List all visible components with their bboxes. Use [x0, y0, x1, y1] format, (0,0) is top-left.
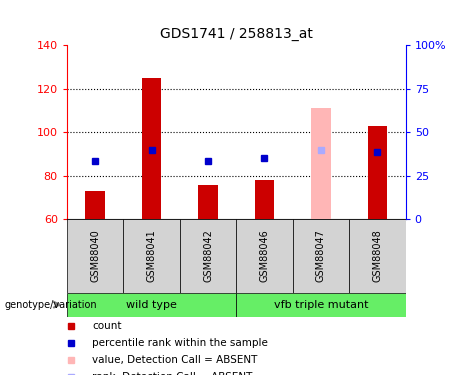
Bar: [349, 219, 406, 292]
Text: percentile rank within the sample: percentile rank within the sample: [92, 338, 268, 348]
Text: vfb triple mutant: vfb triple mutant: [274, 300, 368, 310]
Text: genotype/variation: genotype/variation: [5, 300, 97, 310]
Bar: [198, 184, 218, 219]
Bar: [311, 108, 331, 219]
Title: GDS1741 / 258813_at: GDS1741 / 258813_at: [160, 27, 313, 41]
Bar: [123, 219, 180, 292]
Bar: [67, 292, 236, 317]
Text: GSM88047: GSM88047: [316, 230, 326, 282]
Bar: [367, 126, 387, 219]
Bar: [254, 180, 274, 219]
Bar: [85, 191, 105, 219]
Text: wild type: wild type: [126, 300, 177, 310]
Bar: [142, 78, 161, 219]
Text: value, Detection Call = ABSENT: value, Detection Call = ABSENT: [92, 355, 258, 365]
Bar: [67, 219, 123, 292]
Text: GSM88040: GSM88040: [90, 230, 100, 282]
Bar: [236, 292, 406, 317]
Text: GSM88046: GSM88046: [260, 230, 270, 282]
Bar: [180, 219, 236, 292]
Text: rank, Detection Call = ABSENT: rank, Detection Call = ABSENT: [92, 372, 253, 375]
Text: GSM88041: GSM88041: [147, 230, 157, 282]
Text: count: count: [92, 321, 122, 331]
Bar: [236, 219, 293, 292]
Text: GSM88048: GSM88048: [372, 230, 383, 282]
Text: GSM88042: GSM88042: [203, 230, 213, 282]
Bar: [293, 219, 349, 292]
